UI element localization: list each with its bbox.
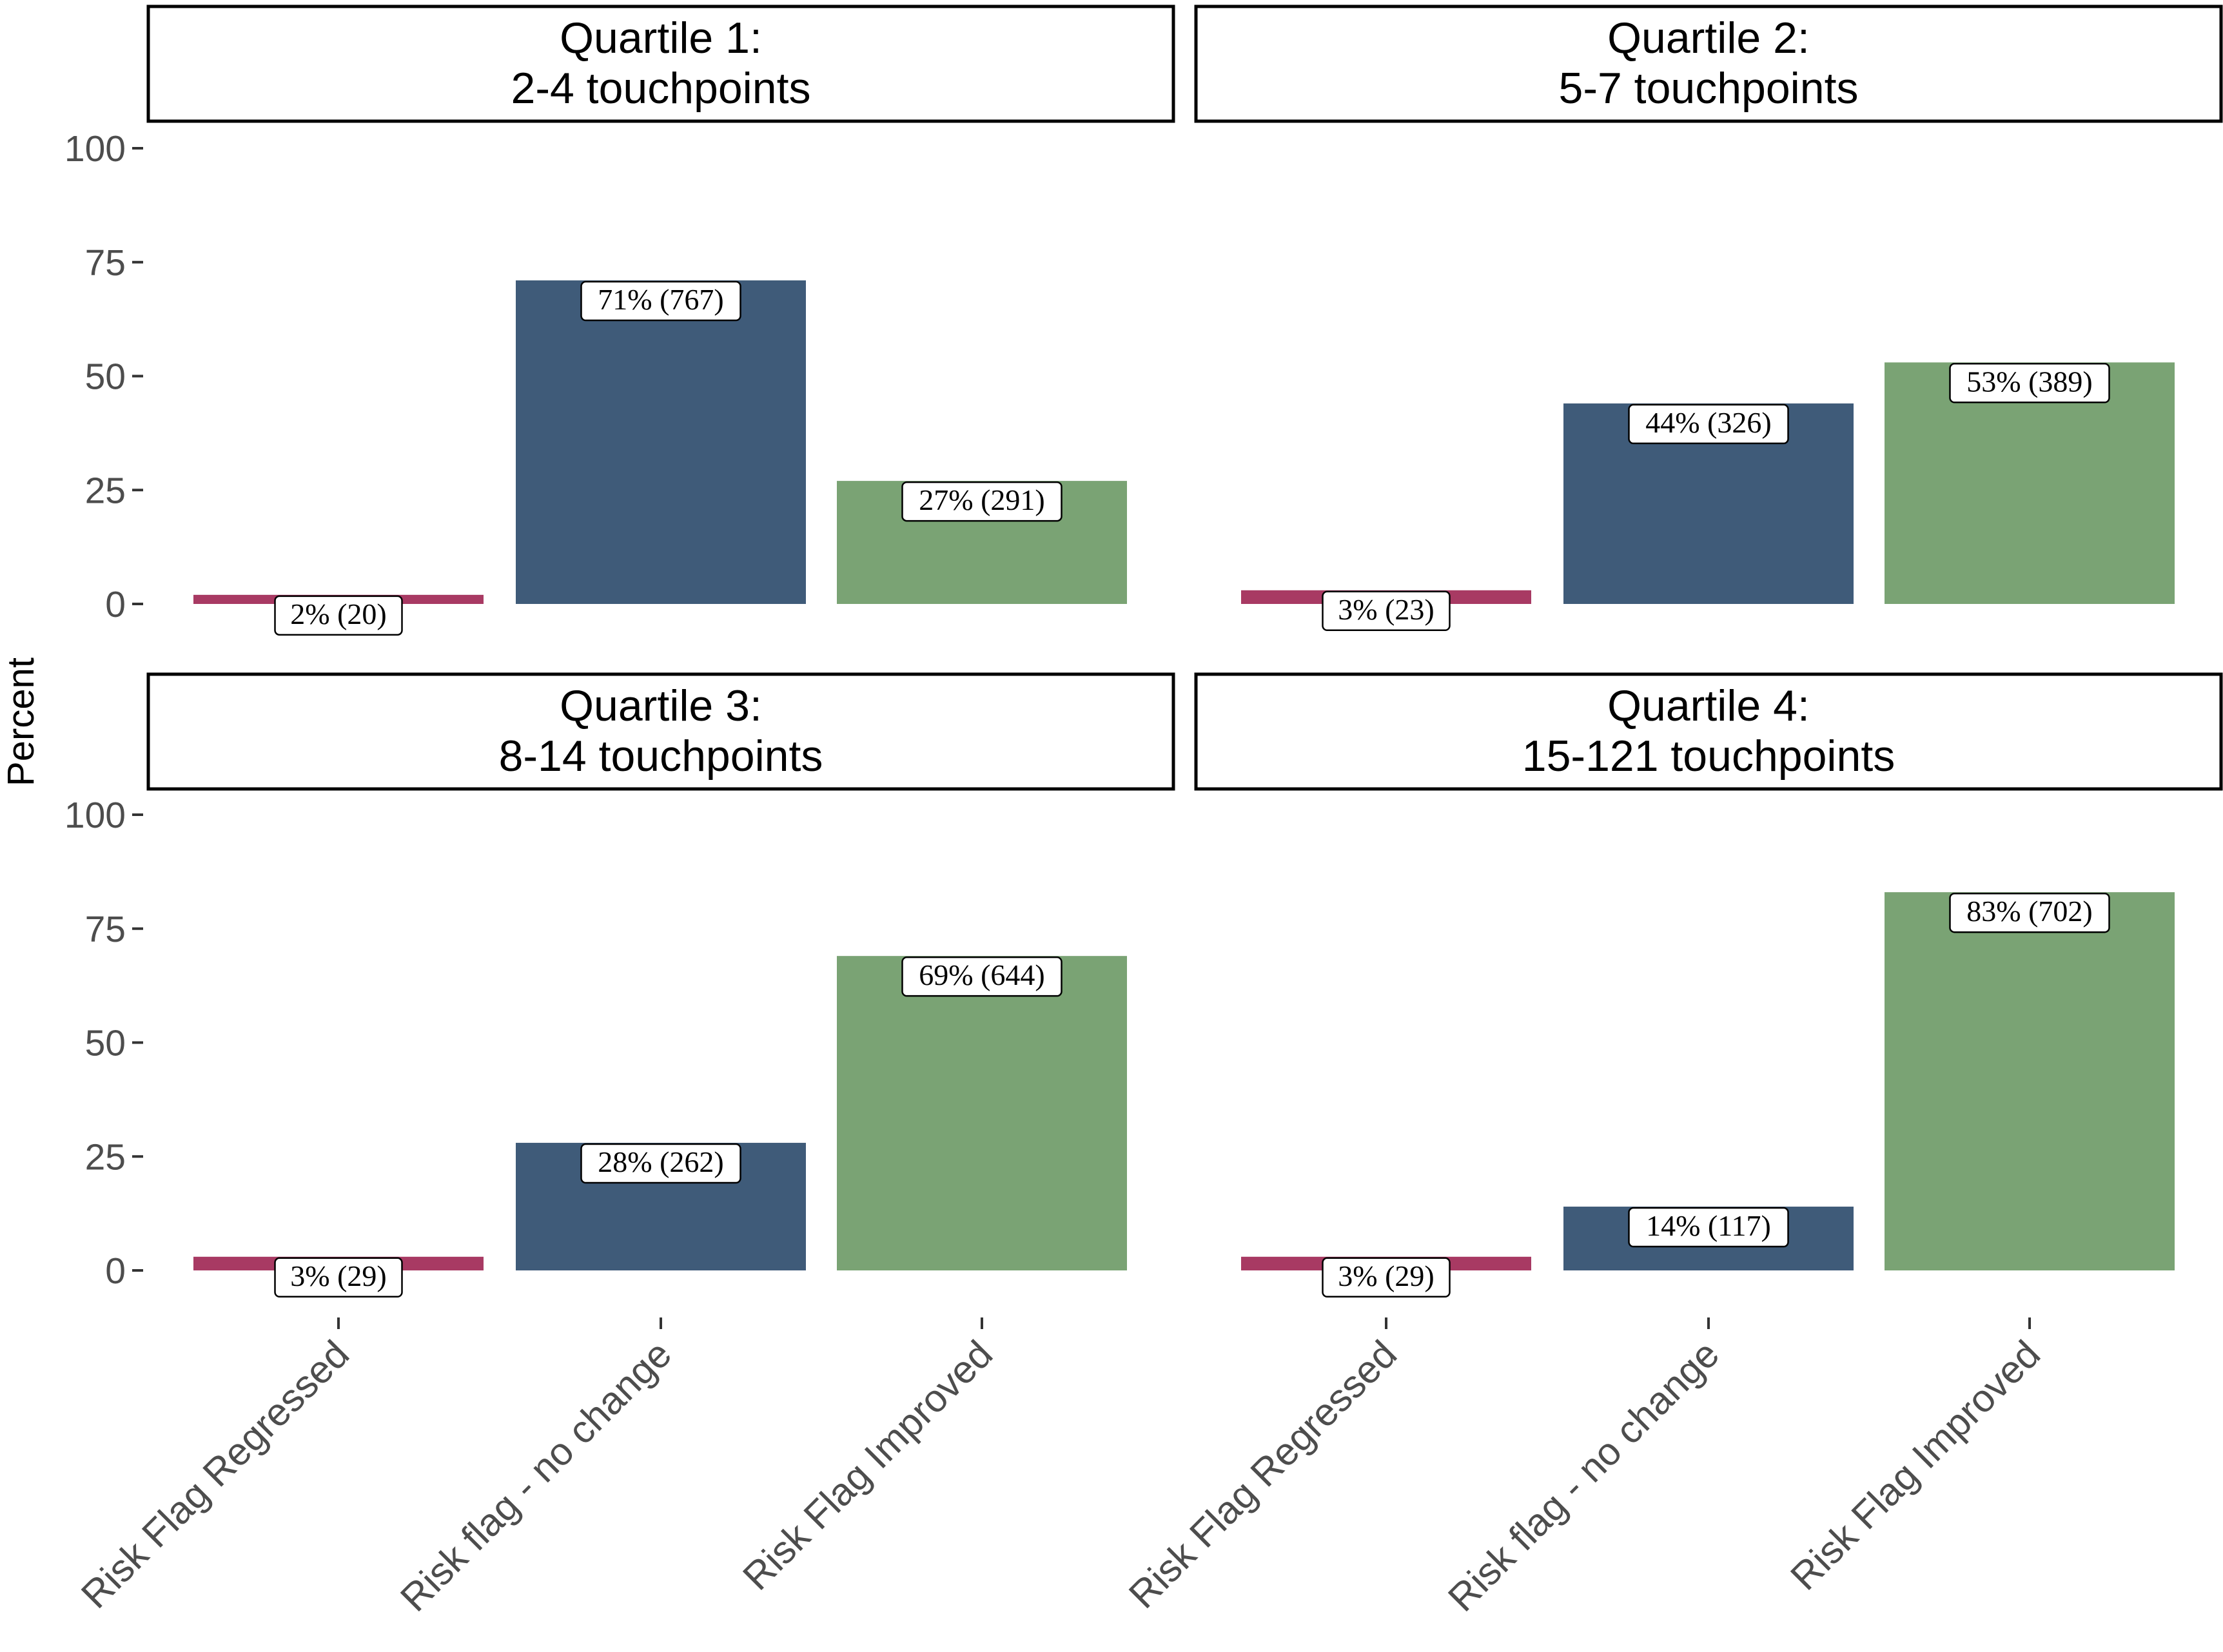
data-label: 2% (20) <box>290 598 386 630</box>
y-tick-label: 50 <box>85 356 126 398</box>
data-label: 71% (767) <box>598 283 723 316</box>
y-tick-label: 75 <box>85 909 126 950</box>
facet-title-line: Quartile 4: <box>1607 681 1810 730</box>
data-label: 69% (644) <box>919 958 1044 991</box>
panel-2: Quartile 2:5-7 touchpoints 3% (23) 44% (32… <box>1194 5 2223 632</box>
facet-strip <box>146 672 1175 791</box>
data-label: 28% (262) <box>598 1145 723 1178</box>
data-label: 14% (117) <box>1646 1209 1771 1242</box>
data-label-box <box>1628 1207 1789 1248</box>
facet-title-line: 5-7 touchpoints <box>1559 64 1859 113</box>
data-label: 53% (389) <box>1966 365 2092 398</box>
data-label-box <box>1322 590 1451 632</box>
data-label-box <box>1322 1257 1451 1298</box>
y-tick-label: 0 <box>105 584 126 625</box>
data-label: 3% (23) <box>1338 593 1434 626</box>
data-label-box <box>1628 403 1789 445</box>
data-label-box <box>274 595 403 636</box>
y-tick-label: 50 <box>85 1023 126 1064</box>
facet-title-line: Quartile 3: <box>560 681 762 730</box>
facet-title-line: Quartile 1: <box>560 14 762 63</box>
y-tick-label: 0 <box>105 1250 126 1292</box>
bar <box>837 956 1127 1270</box>
data-label: 83% (702) <box>1966 895 2092 928</box>
data-label-box <box>580 1143 741 1184</box>
panel-1: Quartile 1:2-4 touchpoints 0 25 50 75 100 2% (… <box>64 5 1175 636</box>
data-label-box <box>1949 363 2110 403</box>
facet-strip <box>146 5 1175 123</box>
data-label-box <box>274 1257 403 1298</box>
facet-strip <box>1194 672 2223 791</box>
facet-title-line: Quartile 2: <box>1607 14 1810 63</box>
data-label: 44% (326) <box>1645 406 1771 439</box>
facet-title-line: 15-121 touchpoints <box>1522 732 1895 781</box>
facet-title-line: 8-14 touchpoints <box>499 732 823 781</box>
bar <box>516 280 806 604</box>
y-tick-label: 75 <box>85 242 126 284</box>
y-axis-title: Percent <box>0 657 42 786</box>
y-tick-label: 100 <box>64 128 126 170</box>
data-label: 3% (29) <box>290 1259 386 1292</box>
data-label: 27% (291) <box>919 483 1044 516</box>
data-label-box <box>580 280 741 322</box>
facet-strip <box>1194 5 2223 123</box>
bar <box>1885 892 2175 1270</box>
data-label-box <box>901 481 1063 522</box>
y-tick-label: 100 <box>64 795 126 836</box>
data-label: 3% (29) <box>1338 1259 1434 1292</box>
data-label-box <box>901 956 1063 997</box>
facet-title-line: 2-4 touchpoints <box>511 64 811 113</box>
data-label-box <box>1949 892 2110 933</box>
y-tick-label: 25 <box>85 470 126 511</box>
y-tick-label: 25 <box>85 1136 126 1178</box>
